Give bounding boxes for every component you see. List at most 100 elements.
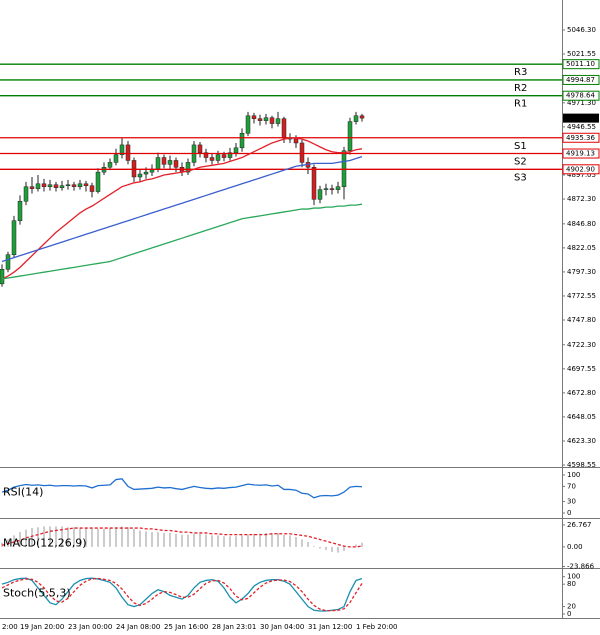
candle-body	[257, 118, 263, 121]
candle-body	[203, 152, 209, 158]
level-value: 4935.36	[566, 134, 595, 142]
level-value: 4994.87	[566, 76, 595, 84]
last-price: 4955.58	[566, 114, 595, 122]
candle-body	[353, 115, 359, 122]
candle-body	[77, 183, 83, 187]
level-name: S1	[514, 141, 527, 152]
y-tick-label: 100	[567, 471, 580, 479]
candle-body	[335, 186, 341, 190]
level-box	[562, 74, 600, 85]
candle-body	[239, 133, 245, 149]
indicator-line	[1, 577, 363, 612]
candle-body	[317, 189, 323, 200]
y-tick-label: 4747.80	[567, 316, 596, 324]
level-box	[562, 164, 600, 175]
candle-body	[269, 117, 275, 124]
candle-body	[29, 186, 35, 189]
y-tick-label: 4722.30	[567, 341, 596, 349]
y-tick-label: 30	[567, 498, 576, 506]
candle-body	[347, 121, 353, 151]
indicator-title: Stoch(5,5,3)	[3, 587, 71, 600]
y-tick-label: 4797.30	[567, 268, 596, 276]
candle-body	[155, 157, 161, 170]
level-name: R1	[514, 99, 527, 110]
y-tick-label: 0	[567, 610, 571, 618]
candle-body	[89, 185, 95, 192]
candle-body	[359, 115, 365, 119]
level-value: 4919.13	[566, 150, 595, 158]
candle-body	[113, 154, 119, 163]
candle-body	[53, 184, 59, 188]
candle-body	[11, 220, 17, 255]
y-tick-label: 5046.30	[567, 26, 596, 34]
candle-body	[0, 269, 5, 285]
indicator-line	[1, 478, 363, 499]
candle-body	[245, 115, 251, 134]
x-tick-label: 2:00	[2, 623, 18, 631]
x-tick-label: 30 Jan 04:00	[260, 623, 304, 631]
level-box	[562, 90, 600, 101]
candle-body	[137, 173, 143, 178]
y-tick-label: 4598.55	[567, 461, 596, 469]
candle-body	[125, 144, 131, 161]
y-tick-label: 4772.55	[567, 292, 596, 300]
x-tick-label: 28 Jan 23:01	[212, 623, 256, 631]
y-tick-label: 70	[567, 482, 576, 490]
candle-body	[281, 118, 287, 139]
indicator-line	[1, 137, 363, 280]
indicator-title: RSI(14)	[3, 486, 43, 499]
y-tick-label: 0	[567, 509, 571, 517]
candle-body	[233, 147, 239, 153]
y-tick-label: 80	[567, 580, 576, 588]
level-name: R2	[514, 83, 527, 94]
y-tick-label: 4672.80	[567, 389, 596, 397]
candle-body	[83, 183, 89, 186]
candle-body	[227, 152, 233, 158]
level-name: S2	[514, 157, 527, 168]
candle-body	[275, 118, 281, 124]
y-tick-label: 4971.30	[567, 99, 596, 107]
candle-body	[323, 188, 329, 190]
y-tick-label: 4897.05	[567, 171, 596, 179]
level-box	[562, 132, 600, 143]
level-box	[562, 148, 600, 159]
candle-body	[299, 142, 305, 163]
x-tick-label: 25 Jan 16:00	[164, 623, 208, 631]
y-tick-label: 4872.30	[567, 195, 596, 203]
candle-body	[329, 188, 335, 190]
x-tick-label: 19 Jan 20:00	[20, 623, 64, 631]
last-price-box	[563, 113, 599, 123]
candle-body	[185, 162, 191, 173]
candle-body	[71, 184, 77, 187]
candle-body	[95, 171, 101, 192]
level-name: R3	[514, 67, 527, 78]
level-value: 4978.64	[566, 92, 595, 100]
indicator-title: MACD(12,26,9)	[3, 537, 87, 550]
y-tick-label: 4822.05	[567, 244, 596, 252]
candle-body	[35, 183, 41, 189]
x-tick-label: 31 Jan 12:00	[308, 623, 352, 631]
level-value: 5011.10	[566, 60, 595, 68]
x-tick-label: 23 Jan 00:00	[68, 623, 112, 631]
y-tick-label: 26.767	[567, 521, 592, 529]
candle-body	[5, 254, 11, 270]
x-tick-label: 24 Jan 08:00	[116, 623, 160, 631]
y-tick-label: 5021.55	[567, 50, 596, 58]
indicator-line	[1, 527, 363, 548]
y-tick-label: 4946.55	[567, 123, 596, 131]
candle-body	[197, 144, 203, 153]
y-tick-label: 0.00	[567, 543, 583, 551]
y-tick-label: -23.866	[567, 562, 595, 570]
candle-body	[119, 144, 125, 155]
candle-body	[47, 184, 53, 187]
candle-body	[59, 185, 65, 188]
candle-body	[263, 117, 269, 121]
candle-body	[107, 162, 113, 168]
y-tick-label: 4697.55	[567, 365, 596, 373]
candle-body	[41, 183, 47, 187]
candle-body	[215, 154, 221, 161]
y-tick-label: 4648.05	[567, 413, 596, 421]
